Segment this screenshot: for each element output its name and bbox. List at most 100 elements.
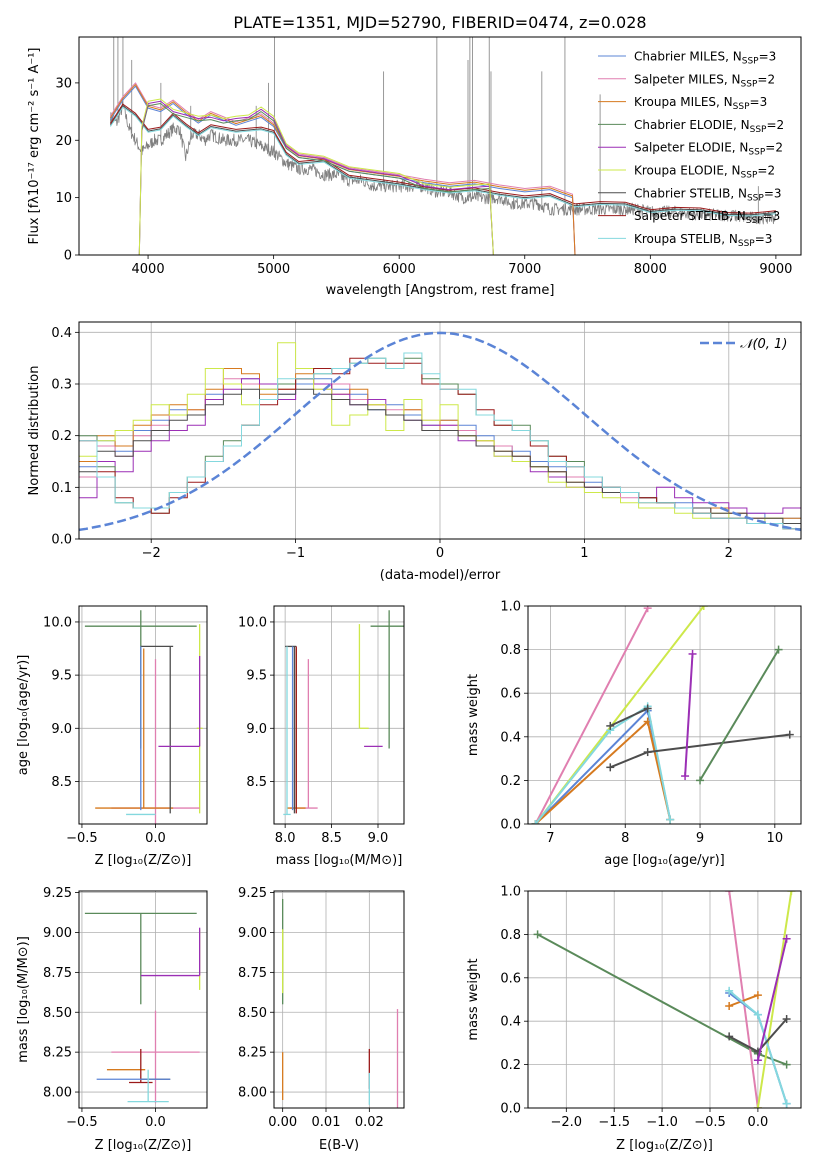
y-tick-label: 8.25	[43, 1046, 72, 1061]
x-tick-label: 0.0	[748, 1115, 769, 1130]
y-tick-label: 8.00	[43, 1086, 72, 1101]
gridlines	[79, 606, 207, 824]
y-tick-label: 0.0	[51, 533, 72, 548]
age-vs-mass-panel: 8.0 8.5 9.0 8.5 9.0 9.5 10.0 mass [log₁₀(M/M⊙)]	[238, 605, 405, 868]
axes-frame	[78, 890, 208, 1109]
weight-line	[756, 938, 788, 1061]
y-tick-label: 0.6	[500, 971, 521, 986]
y-tick-label: 10.0	[43, 615, 72, 630]
x-tick-label: 9000	[759, 262, 792, 277]
y-tick-label: 1.0	[500, 600, 521, 615]
x-axis-label: Z [log₁₀(Z/Z⊙)]	[95, 853, 192, 868]
axes-frame	[78, 605, 208, 825]
x-tick-label: 0.0	[145, 831, 166, 846]
y-tick-label: 9.5	[246, 669, 267, 684]
weight-vs-age-panel-plot-area	[531, 606, 794, 824]
x-tick-label: −1	[286, 546, 305, 561]
weight-line	[534, 607, 649, 824]
y-tick-label: 0.8	[500, 643, 521, 658]
x-axis-label: (data-model)/error	[380, 568, 501, 583]
y-tick-label: 0.4	[500, 1015, 521, 1030]
y-tick-label: 30	[55, 76, 72, 91]
y-tick-label: 0.0	[500, 818, 521, 833]
x-tick-label: 1	[580, 546, 588, 561]
x-tick-label: −0.5	[694, 1115, 726, 1130]
gridlines	[274, 891, 404, 1108]
x-axis-label: mass [log₁₀(M/M⊙)]	[276, 853, 403, 868]
mass-vs-metallicity-panel: −0.5 0.0 8.00 8.25 8.50 8.75 9.00 9.25 Z [log₁₀(…	[16, 886, 208, 1153]
axes-frame	[78, 321, 802, 540]
y-tick-label: 9.25	[238, 886, 267, 901]
x-tick-label: −2.0	[551, 1115, 583, 1130]
x-axis-label: wavelength [Angstrom, rest frame]	[326, 283, 555, 298]
y-axis-label: Normed distribution	[27, 366, 42, 496]
data-spectrum	[110, 101, 777, 225]
mass-vs-extinction-panel: 0.00 0.01 0.02 8.00 8.25 8.50 8.75 9.00 9.25 E(B-…	[238, 886, 405, 1153]
age-vs-mass-panel-plot-area	[283, 610, 404, 816]
y-tick-label: 20	[55, 134, 72, 149]
y-axis-label: Flux [fλ10⁻¹⁷ erg cm⁻² s⁻¹ A⁻¹]	[27, 48, 42, 245]
weight-vs-metallicity-panel: −2.0 −1.5 −1.0 −0.5 0.0 0.0 0.2 0.4 0.6 0.8 1.0 Z […	[466, 885, 802, 1153]
weight-line	[609, 707, 649, 727]
y-tick-label: 0.2	[500, 1058, 521, 1073]
x-tick-label: −1.5	[598, 1115, 630, 1130]
y-axis-label: mass [log₁₀(M/M⊙)]	[16, 936, 31, 1063]
weight-vs-age-panel: 7 8 9 10 0.0 0.2 0.4 0.6 0.8 1.0 age [log₁₀(age/yr…	[466, 600, 802, 868]
y-tick-label: 9.0	[246, 722, 267, 737]
legend-label: 𝒩(0, 1)	[740, 337, 787, 352]
x-tick-label: 2	[725, 546, 733, 561]
x-tick-label: 9.0	[368, 831, 389, 846]
x-tick-label: 0	[436, 546, 444, 561]
x-tick-label: 8	[621, 831, 629, 846]
y-tick-label: 0.4	[51, 326, 72, 341]
y-tick-label: 0.2	[51, 429, 72, 444]
y-tick-label: 8.5	[51, 775, 72, 790]
mass-vs-extinction-panel-plot-area	[282, 898, 399, 1108]
age-vs-metallicity-panel: −0.5 0.0 8.5 9.0 9.5 10.0 Z [log₁₀(Z/Z⊙)] age […	[16, 605, 208, 868]
x-tick-label: 7	[546, 831, 554, 846]
y-tick-label: 9.5	[51, 669, 72, 684]
y-tick-label: 0.0	[500, 1102, 521, 1117]
x-axis-label: Z [log₁₀(Z/Z⊙)]	[616, 1138, 713, 1153]
y-tick-label: 9.25	[43, 886, 72, 901]
chart-title: PLATE=1351, MJD=52790, FIBERID=0474, z=0…	[233, 13, 646, 32]
normal-curve	[79, 331, 801, 532]
legend-label: Chabrier MILES, NSSP=3	[634, 50, 776, 67]
model-spectrum	[109, 84, 576, 255]
weight-line	[728, 891, 759, 1108]
y-tick-label: 8.50	[238, 1006, 267, 1021]
residual-plot-area	[79, 331, 801, 532]
x-tick-label: −0.5	[66, 831, 98, 846]
y-tick-label: 8.00	[238, 1086, 267, 1101]
model-spectrum	[138, 103, 494, 255]
y-tick-label: 9.0	[51, 722, 72, 737]
y-tick-label: 8.25	[238, 1046, 267, 1061]
weight-line	[756, 891, 793, 1108]
x-tick-label: 7000	[508, 262, 541, 277]
model-spectrum	[138, 98, 494, 255]
model-spectrum	[109, 105, 776, 216]
legend-label: Salpeter STELIB, NSSP=3	[634, 209, 780, 226]
y-tick-label: 8.50	[43, 1006, 72, 1021]
x-tick-label: 0.0	[145, 1115, 166, 1130]
x-axis-label: E(B-V)	[319, 1138, 359, 1153]
model-spectrum	[109, 103, 776, 214]
legend: Chabrier MILES, NSSP=3 Salpeter MILES, NS…	[598, 50, 784, 249]
y-tick-label: 9.00	[238, 926, 267, 941]
x-tick-label: 8000	[634, 262, 667, 277]
weight-line	[728, 994, 759, 1007]
y-tick-label: 0.2	[500, 774, 521, 789]
axes-frame	[527, 890, 802, 1109]
y-tick-label: 9.00	[43, 926, 72, 941]
y-tick-label: 10.0	[238, 615, 267, 630]
legend-label: Salpeter ELODIE, NSSP=2	[634, 141, 783, 158]
legend-label: Kroupa STELIB, NSSP=3	[634, 232, 772, 249]
x-axis-label: age [log₁₀(age/yr)]	[604, 853, 725, 868]
gridlines	[528, 890, 801, 1109]
legend-label: Kroupa MILES, NSSP=3	[634, 95, 767, 112]
x-tick-label: 9	[696, 831, 704, 846]
x-tick-label: −1.0	[646, 1115, 678, 1130]
x-tick-label: 0.01	[312, 1115, 341, 1130]
x-tick-label: 8.0	[275, 831, 296, 846]
